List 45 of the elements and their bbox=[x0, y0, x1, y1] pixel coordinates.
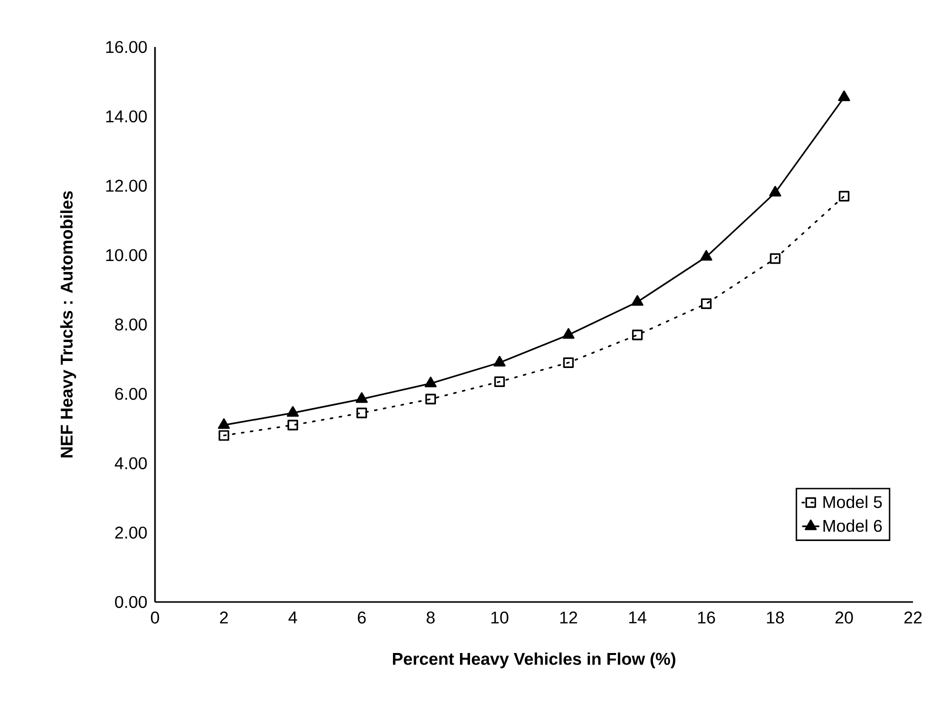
x-tick-label: 4 bbox=[288, 612, 298, 624]
y-tick-label: 12.00 bbox=[106, 180, 147, 192]
x-tick-label: 6 bbox=[358, 612, 366, 624]
x-tick-label: 12 bbox=[560, 612, 578, 624]
y-tick-label: 14.00 bbox=[106, 110, 147, 122]
y-tick-label: 16.00 bbox=[106, 40, 147, 54]
point bbox=[700, 298, 712, 309]
x-tick-label: 10 bbox=[491, 612, 508, 624]
point bbox=[425, 394, 436, 404]
point bbox=[356, 408, 368, 418]
point bbox=[424, 376, 437, 388]
x-axis-title: Percent Heavy Vehicles in Flow (%) bbox=[392, 652, 676, 668]
point bbox=[838, 90, 850, 102]
x-tick-label: 8 bbox=[426, 612, 435, 624]
y-tick-label: 4.00 bbox=[114, 457, 147, 470]
point bbox=[494, 356, 506, 366]
y-tick-label: 6.00 bbox=[115, 388, 147, 400]
x-tick-label: 16 bbox=[698, 612, 715, 624]
point bbox=[218, 430, 230, 441]
x-tick-label: 0 bbox=[150, 612, 160, 624]
x-tick-label: 2 bbox=[220, 612, 228, 624]
point bbox=[770, 253, 780, 264]
point bbox=[631, 295, 644, 306]
legend-label: Model 5 bbox=[823, 496, 882, 508]
point bbox=[356, 392, 368, 403]
x-tick-label: 22 bbox=[904, 612, 922, 624]
point bbox=[218, 418, 230, 429]
point bbox=[769, 186, 782, 196]
point bbox=[838, 190, 850, 202]
point bbox=[563, 357, 574, 368]
y-axis-title: NEF Heavy Trucks : Automobiles bbox=[60, 191, 76, 458]
point bbox=[494, 376, 505, 388]
point bbox=[286, 406, 299, 417]
point bbox=[700, 250, 712, 261]
y-tick-label: 10.00 bbox=[106, 249, 147, 262]
x-tick-label: 18 bbox=[767, 612, 784, 624]
y-tick-label: 8.00 bbox=[115, 318, 147, 331]
x-tick-label: 14 bbox=[629, 612, 646, 624]
point bbox=[562, 328, 574, 339]
y-tick-label: 0.00 bbox=[115, 596, 147, 608]
legend-label: Model 6 bbox=[823, 519, 882, 532]
y-tick-label: 2.00 bbox=[115, 526, 147, 539]
point bbox=[632, 330, 643, 340]
point bbox=[288, 420, 298, 430]
x-tick-label: 20 bbox=[836, 612, 853, 624]
